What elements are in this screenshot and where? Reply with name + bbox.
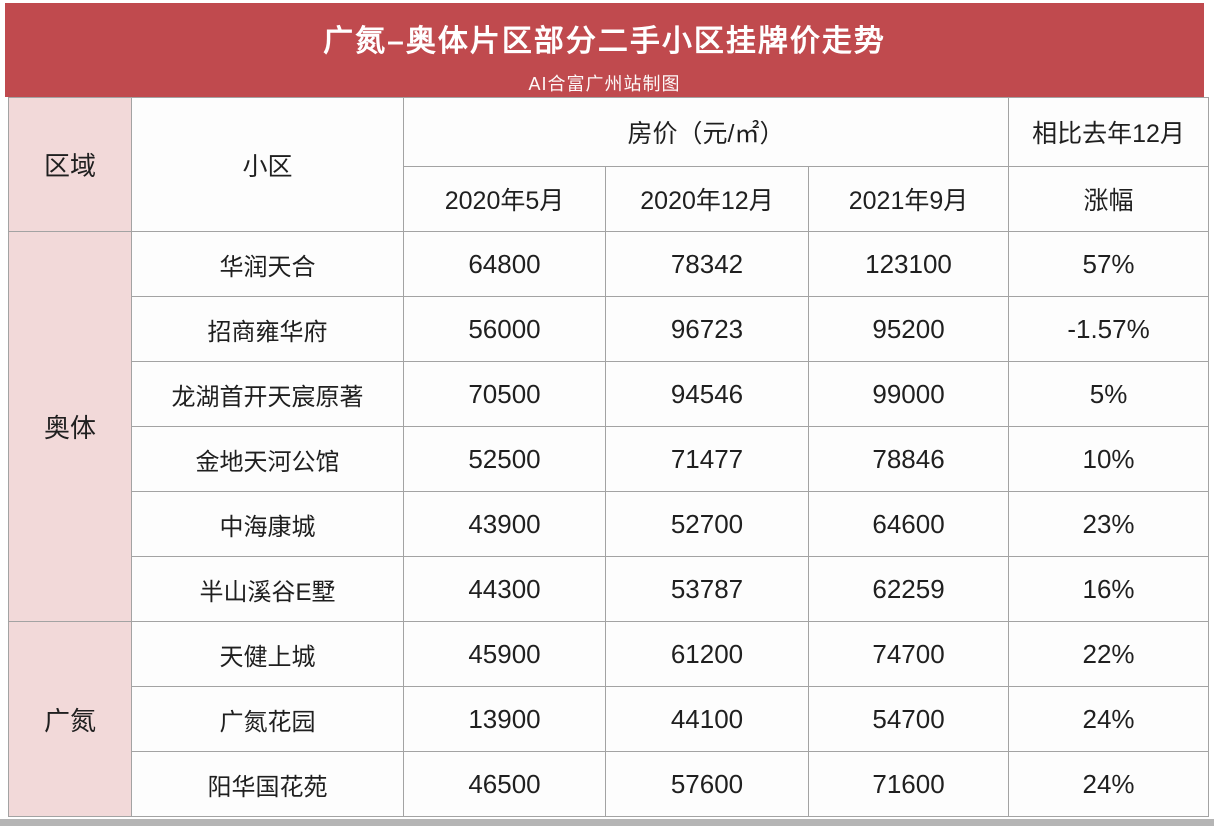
table-row: 金地天河公馆 52500 71477 78846 10% <box>9 426 1210 492</box>
price-2021-09-cell: 78846 <box>807 426 1010 492</box>
header-community: 小区 <box>131 97 404 232</box>
price-2020-05-cell: 46500 <box>403 751 606 817</box>
community-cell: 金地天河公馆 <box>131 426 404 492</box>
table-row: 半山溪谷E墅 44300 53787 62259 16% <box>9 556 1210 622</box>
community-cell: 华润天合 <box>131 231 404 297</box>
community-cell: 天健上城 <box>131 621 404 687</box>
price-2020-05-cell: 45900 <box>403 621 606 687</box>
table-row: 招商雍华府 56000 96723 95200 -1.57% <box>9 296 1210 362</box>
change-cell: 23% <box>1008 491 1210 557</box>
header-row-months: 2020年5月 2020年12月 2021年9月 涨幅 <box>9 166 1210 232</box>
region-cell-aoti: 奥体 <box>8 231 132 622</box>
table-row: 中海康城 43900 52700 64600 23% <box>9 491 1210 557</box>
header-region: 区域 <box>8 97 132 232</box>
table-row: 阳华国花苑 46500 57600 71600 24% <box>9 751 1210 817</box>
community-cell: 招商雍华府 <box>131 296 404 362</box>
header-month-2020-05: 2020年5月 <box>403 166 606 232</box>
price-table: 区域 小区 房价（元/㎡） 相比去年12月 2020年5月 2020年12月 2… <box>8 97 1210 817</box>
price-2020-12-cell: 71477 <box>605 426 809 492</box>
price-2020-12-cell: 96723 <box>605 296 809 362</box>
change-cell: 24% <box>1008 751 1210 817</box>
community-cell: 半山溪谷E墅 <box>131 556 404 622</box>
price-2020-12-cell: 78342 <box>605 231 809 297</box>
header-compare-group: 相比去年12月 <box>1008 97 1210 167</box>
table-row: 广氮 天健上城 45900 61200 74700 22% <box>8 621 1210 817</box>
change-cell: -1.57% <box>1008 296 1210 362</box>
change-cell: 24% <box>1008 686 1210 752</box>
price-2020-05-cell: 44300 <box>403 556 606 622</box>
page-title: 广氮–奥体片区部分二手小区挂牌价走势 <box>323 25 886 58</box>
header-row-groups: 区域 小区 房价（元/㎡） 相比去年12月 <box>8 97 1210 232</box>
header-month-2020-12: 2020年12月 <box>605 166 809 232</box>
price-2020-12-cell: 53787 <box>605 556 809 622</box>
page-subtitle: AI合富广州站制图 <box>528 74 681 94</box>
price-2021-09-cell: 64600 <box>807 491 1010 557</box>
price-2020-12-cell: 94546 <box>605 361 809 427</box>
price-2020-05-cell: 13900 <box>403 686 606 752</box>
community-cell: 阳华国花苑 <box>131 751 404 817</box>
price-2020-05-cell: 56000 <box>403 296 606 362</box>
community-cell: 广氮花园 <box>131 686 404 752</box>
price-2021-09-cell: 54700 <box>807 686 1010 752</box>
price-2020-05-cell: 70500 <box>403 361 606 427</box>
change-cell: 57% <box>1008 231 1210 297</box>
price-2021-09-cell: 71600 <box>807 751 1010 817</box>
change-cell: 5% <box>1008 361 1210 427</box>
change-cell: 16% <box>1008 556 1210 622</box>
header-month-2021-09: 2021年9月 <box>807 166 1010 232</box>
title-banner: 广氮–奥体片区部分二手小区挂牌价走势 AI合富广州站制图 <box>5 3 1204 97</box>
price-2021-09-cell: 74700 <box>807 621 1010 687</box>
bottom-edge-bar <box>0 819 1214 826</box>
price-2020-12-cell: 61200 <box>605 621 809 687</box>
price-2020-05-cell: 52500 <box>403 426 606 492</box>
price-2021-09-cell: 62259 <box>807 556 1010 622</box>
table-row: 奥体 华润天合 64800 78342 123100 57% <box>8 231 1210 622</box>
table-row: 广氮花园 13900 44100 54700 24% <box>9 686 1210 752</box>
price-2021-09-cell: 123100 <box>807 231 1010 297</box>
table-row: 龙湖首开天宸原著 70500 94546 99000 5% <box>9 361 1210 427</box>
price-2020-12-cell: 57600 <box>605 751 809 817</box>
community-cell: 中海康城 <box>131 491 404 557</box>
change-cell: 22% <box>1008 621 1210 687</box>
community-cell: 龙湖首开天宸原著 <box>131 361 404 427</box>
change-cell: 10% <box>1008 426 1210 492</box>
price-2020-05-cell: 43900 <box>403 491 606 557</box>
region-cell-guangdan: 广氮 <box>8 621 132 817</box>
header-change: 涨幅 <box>1008 166 1210 232</box>
price-2020-05-cell: 64800 <box>403 231 606 297</box>
price-2021-09-cell: 95200 <box>807 296 1010 362</box>
price-2020-12-cell: 44100 <box>605 686 809 752</box>
price-2021-09-cell: 99000 <box>807 361 1010 427</box>
header-price-group: 房价（元/㎡） <box>402 97 1010 167</box>
price-2020-12-cell: 52700 <box>605 491 809 557</box>
